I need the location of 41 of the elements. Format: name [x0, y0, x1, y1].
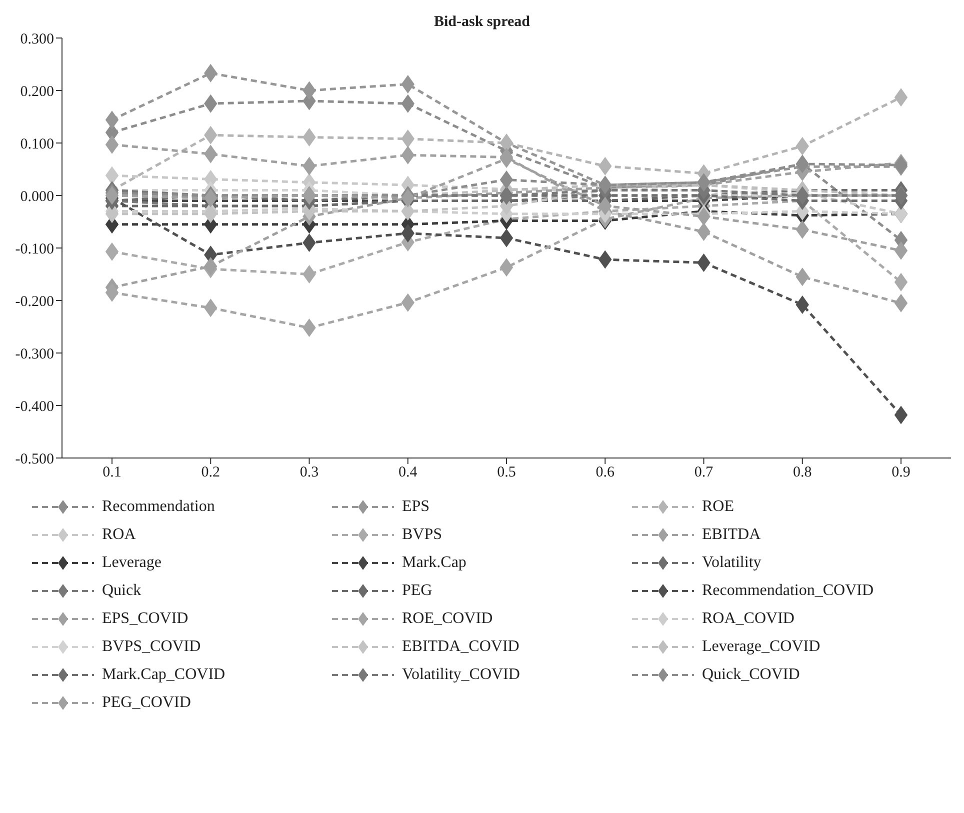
legend-label: EBITDA	[702, 526, 761, 544]
legend-label: ROA	[102, 526, 136, 544]
y-tick-label: -0.200	[15, 294, 54, 310]
y-tick-label: -0.400	[15, 398, 54, 415]
legend-label: ROA_COVID	[702, 610, 794, 628]
legend-label: EBITDA_COVID	[402, 638, 520, 656]
y-tick-label: -0.100	[15, 241, 54, 258]
chart-title: Bid-ask spread	[434, 14, 531, 30]
legend-label: Leverage_COVID	[702, 638, 820, 656]
y-tick-label: 0.000	[20, 188, 54, 205]
legend-label: Volatility	[702, 554, 762, 572]
legend-label: Quick_COVID	[702, 666, 800, 684]
legend-label: ROE	[702, 498, 734, 516]
legend-label: ROE_COVID	[402, 610, 493, 628]
legend-label: PEG	[402, 582, 432, 600]
y-tick-label: 0.300	[20, 31, 54, 48]
x-tick-label: 0.2	[201, 464, 220, 481]
legend-label: Quick	[102, 582, 142, 600]
legend-label: BVPS	[402, 526, 442, 544]
x-tick-label: 0.5	[497, 464, 516, 481]
legend-label: PEG_COVID	[102, 694, 191, 712]
y-tick-label: -0.500	[15, 451, 54, 468]
legend-label: Mark.Cap_COVID	[102, 666, 226, 684]
legend-label: Recommendation	[102, 498, 215, 516]
legend-label: Mark.Cap	[402, 554, 466, 572]
legend-label: Leverage	[102, 554, 162, 572]
x-tick-label: 0.1	[102, 464, 122, 481]
legend-label: EPS	[402, 498, 430, 516]
legend-label: BVPS_COVID	[102, 638, 201, 656]
y-tick-label: -0.300	[15, 346, 54, 362]
x-tick-label: 0.4	[398, 464, 418, 481]
y-tick-label: 0.200	[20, 84, 54, 100]
legend-label: Recommendation_COVID	[702, 582, 874, 600]
x-tick-label: 0.6	[596, 464, 615, 481]
x-tick-label: 0.7	[694, 464, 714, 481]
y-tick-label: 0.100	[20, 136, 54, 152]
legend-label: EPS_COVID	[102, 610, 188, 628]
x-tick-label: 0.9	[892, 464, 910, 481]
legend-label: Volatility_COVID	[402, 666, 520, 684]
x-tick-label: 0.8	[793, 464, 812, 481]
x-tick-label: 0.3	[300, 464, 319, 481]
